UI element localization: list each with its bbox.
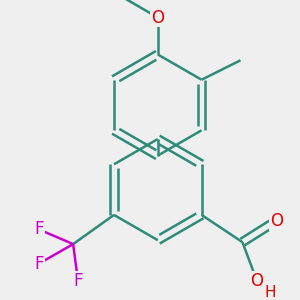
Text: F: F [34,220,44,238]
Text: H: H [265,285,276,300]
Text: F: F [73,272,83,290]
Text: O: O [250,272,263,290]
Text: F: F [34,254,44,272]
Text: O: O [270,212,283,230]
Text: O: O [151,8,164,26]
